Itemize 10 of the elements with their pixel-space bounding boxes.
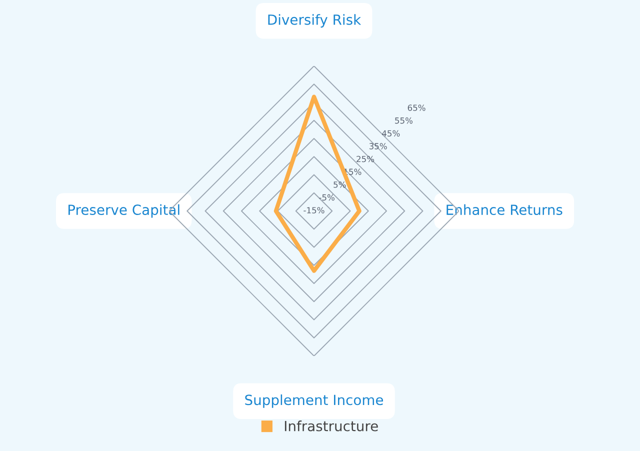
y-tick-label: 45% bbox=[382, 130, 400, 137]
spoke-label: Preserve Capital bbox=[68, 204, 180, 218]
spoke-label: Diversify Risk bbox=[268, 14, 362, 28]
y-tick-label: 55% bbox=[395, 117, 413, 124]
y-tick-label: -5% bbox=[319, 194, 334, 201]
y-tick-label: -15% bbox=[304, 207, 324, 214]
legend-label: Infrastructure bbox=[284, 420, 378, 432]
spoke-label: Supplement Income bbox=[245, 394, 384, 408]
y-tick-label: 65% bbox=[408, 104, 426, 111]
spoke-label: Enhance Returns bbox=[446, 204, 562, 216]
